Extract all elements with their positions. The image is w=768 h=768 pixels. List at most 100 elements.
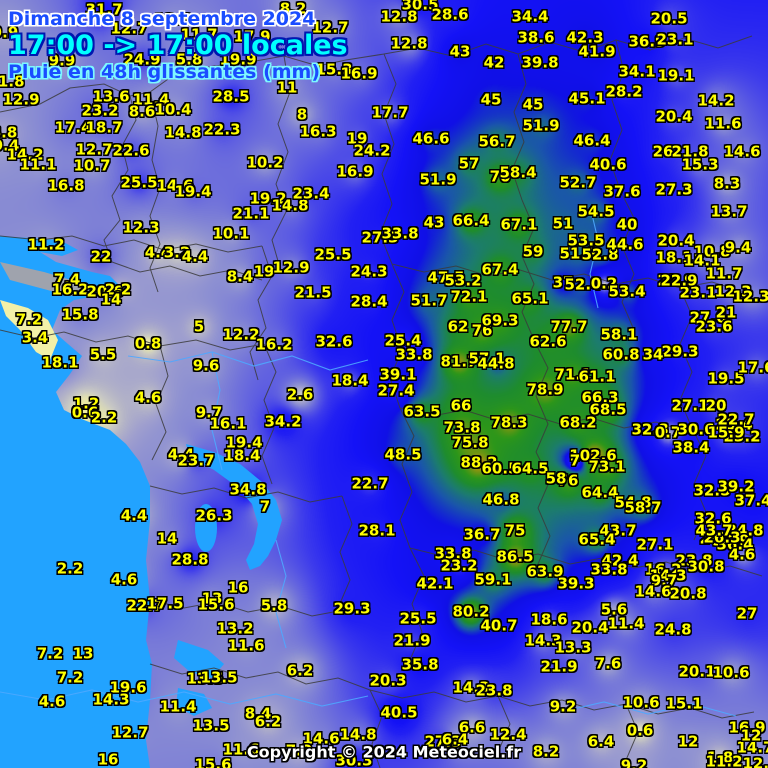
station-value: 45 [480,90,502,109]
station-value: 19.4 [225,433,263,452]
station-value: 23.8 [675,551,713,570]
station-value: 46.6 [412,129,450,148]
station-value: 58 [545,469,567,488]
station-value: 12.4 [742,754,768,768]
station-value: 19.5 [707,369,745,388]
station-value: 16.2 [644,560,682,579]
station-value: 5.5 [89,345,117,364]
station-value: 66.4 [452,211,490,230]
station-value: 54.5 [577,202,615,221]
header-date: Dimanche 8 septembre 2024 [8,8,316,30]
station-value: 43 [423,213,445,232]
station-value: 43 [449,42,471,61]
station-value: 72.1 [450,287,488,306]
station-value: 0.8 [134,334,162,353]
station-value: 81.7 [440,352,478,371]
station-value: 16 [97,750,119,768]
station-value: 62.6 [529,332,567,351]
station-value: 73.8 [443,418,481,437]
station-value: 58.4 [499,163,537,182]
station-value: 16.2 [255,335,293,354]
station-value: 86.5 [496,547,534,566]
station-value: 9.9 [48,51,76,70]
copyright-notice: Copyright © 2024 Meteociel.fr [246,742,522,762]
station-value: 44.8 [477,354,515,373]
station-value: 37.4 [734,491,768,510]
station-value: 38.6 [517,28,555,47]
station-value: 14.3 [649,566,687,585]
station-value: 28.4 [350,292,388,311]
station-value: 0.7 [654,423,682,442]
station-value: 12.8 [390,34,428,53]
station-value: 39.2 [717,477,755,496]
station-value: 15.8 [61,305,99,324]
station-value: 12 [740,726,762,745]
station-value: 12 [677,732,699,751]
station-value: 14.8 [339,725,377,744]
station-value: 23.2 [81,101,119,120]
station-value: 16.1 [209,414,247,433]
station-value: 23.6 [695,317,733,336]
station-value: 10.6 [622,693,660,712]
station-value: 11.6 [227,636,265,655]
station-value: 43.7 [695,521,733,540]
station-value: 0.6 [626,721,654,740]
station-value: 34.8 [229,480,267,499]
station-value: 8.8 [0,123,18,142]
station-value: 10.4 [154,100,192,119]
station-value: 48.5 [384,445,422,464]
station-value: 15.1 [665,694,703,713]
station-value: 32.5 [693,481,731,500]
station-value: 6.2 [254,712,282,731]
station-value: 27.1 [636,535,674,554]
station-value: 13.2 [216,619,254,638]
station-value: 13.5 [186,669,224,688]
station-value: 0.2 [590,274,618,293]
station-value: 63.5 [403,402,441,421]
station-value: 41.9 [578,42,616,61]
station-value: 67.4 [481,260,519,279]
station-value: 18.6 [530,610,568,629]
header-period: 17:00 -> 17:00 locales [8,30,348,61]
station-value: 32.9 [712,531,750,550]
station-value: 12.7 [75,140,113,159]
station-value: 17.4 [54,118,92,137]
station-value: 4.6 [110,570,138,589]
station-value: 33.8 [395,345,433,364]
station-value: 16.8 [47,176,85,195]
station-value: 15.6 [194,755,232,768]
station-value: 0.6 [71,403,99,422]
station-value: 28.1 [358,521,396,540]
station-value: 19.4 [174,182,212,201]
station-value: 11.4 [607,614,645,633]
station-value: 20.5 [650,9,688,28]
station-value: 33.8 [381,224,419,243]
station-value: 2.2 [56,559,84,578]
station-value: 3.2 [163,243,191,262]
station-value: 56.7 [478,132,516,151]
station-value: 18.7 [85,118,123,137]
station-value: 20.8 [669,584,707,603]
station-value: 27.4 [377,381,415,400]
station-value: 16.9 [336,162,374,181]
station-value: 17.7 [371,103,409,122]
station-value: 10.7 [73,156,111,175]
station-value: 26.3 [703,528,741,547]
station-value: 25.5 [314,245,352,264]
station-value: 15.9 [707,423,745,442]
station-value: 53.2 [444,271,482,290]
station-value: 14.1 [683,251,721,270]
station-value: 30.8 [687,557,725,576]
station-value: 15.3 [681,155,719,174]
station-value: 14 [156,529,178,548]
station-value: 23.4 [292,184,330,203]
station-value: 24.8 [654,620,692,639]
station-value: 23.2 [723,427,761,446]
station-value: 36.9 [628,32,666,51]
station-value: 65.4 [578,530,616,549]
station-value: 37.6 [603,182,641,201]
station-value: 23.7 [177,451,215,470]
station-value: 34.8 [726,521,764,540]
station-value: 12.8 [380,7,418,26]
